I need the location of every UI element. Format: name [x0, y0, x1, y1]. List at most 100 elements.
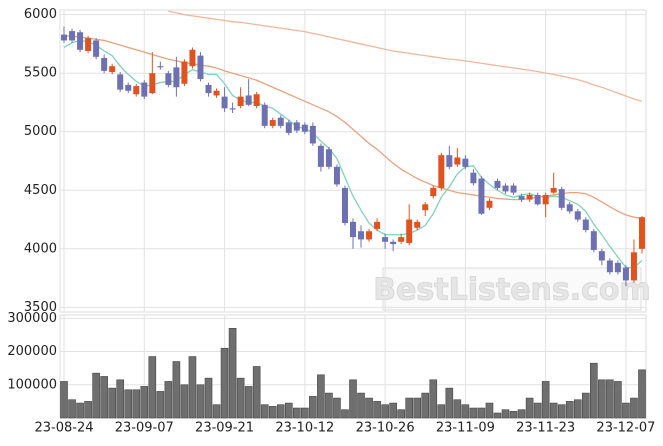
candle-body — [574, 211, 581, 220]
volume-bar — [517, 409, 526, 419]
candle-body — [125, 84, 132, 91]
volume-bar — [590, 362, 598, 419]
volume-bar — [204, 377, 213, 419]
volume-bar — [349, 379, 357, 419]
candle-body — [390, 241, 397, 245]
y-tick-label: 300000 — [7, 311, 57, 326]
candle-body — [510, 185, 517, 193]
volume-bar — [196, 384, 205, 419]
candle-body — [462, 158, 469, 167]
volume-bar — [397, 409, 405, 419]
volume-bar — [188, 356, 197, 419]
volume-bar — [156, 391, 165, 419]
volume-bar — [557, 404, 566, 419]
candle-body — [149, 73, 156, 94]
candle-body — [406, 219, 413, 243]
candle-body — [398, 237, 405, 242]
volume-bar — [541, 381, 550, 419]
candle-body — [245, 95, 252, 105]
candle-body — [350, 221, 356, 238]
candle-body — [598, 251, 605, 261]
candle-body — [157, 66, 164, 68]
candle-body — [606, 260, 613, 273]
candle-body — [261, 104, 268, 126]
candle-body — [333, 166, 340, 185]
candle-body — [77, 32, 84, 50]
candle-body — [117, 74, 124, 90]
candle-body — [253, 94, 260, 106]
volume-bar — [220, 347, 229, 419]
candle-body — [478, 178, 485, 214]
candle-body — [638, 217, 645, 249]
candle-body — [189, 49, 196, 67]
volume-bar — [301, 407, 309, 419]
price-panel — [59, 9, 647, 313]
candle-body — [301, 124, 308, 132]
candle-body — [582, 219, 589, 231]
volume-bar — [60, 381, 68, 419]
candle-body — [454, 157, 461, 165]
volume-bar — [92, 372, 100, 419]
y-tick-label: 4000 — [24, 241, 57, 256]
x-tick-label: 23-10-12 — [275, 421, 334, 436]
volume-bar — [638, 369, 646, 419]
volume-bar — [525, 397, 534, 419]
candle-body — [165, 73, 172, 85]
x-tick-label: 23-11-09 — [436, 421, 495, 436]
watermark-box — [382, 267, 642, 311]
candle-body — [205, 84, 212, 94]
candle-body — [446, 155, 453, 167]
y-tick-label: 5500 — [24, 66, 57, 81]
candle-body — [293, 122, 300, 131]
candle-body — [309, 125, 316, 144]
volume-bar — [509, 411, 518, 419]
volume-bar — [581, 392, 590, 419]
candle-body — [622, 267, 629, 281]
volume-bar — [260, 404, 269, 419]
candle-body — [614, 262, 621, 273]
x-tick-label: 23-09-07 — [115, 421, 174, 436]
volume-bar — [485, 402, 494, 419]
candle-body — [550, 187, 557, 193]
candle-body — [502, 185, 509, 192]
volume-bar — [252, 366, 261, 419]
volume-bar — [68, 399, 76, 419]
candle-body — [173, 67, 180, 88]
volume-bar — [365, 397, 373, 419]
x-tick-label: 23-12-07 — [596, 421, 655, 436]
volume-bar — [325, 392, 333, 419]
candle-body — [61, 34, 68, 41]
volume-bar — [244, 386, 253, 419]
candle-body — [317, 145, 324, 167]
watermark: BestListens.com — [373, 273, 651, 308]
volume-bar — [614, 381, 622, 419]
volume-bar — [493, 412, 502, 419]
candle-body — [542, 194, 549, 205]
volume-bar — [124, 389, 133, 419]
volume-bar — [469, 407, 478, 419]
candle-body — [277, 117, 284, 126]
candle-body — [414, 221, 421, 228]
volume-bar — [228, 327, 237, 419]
y-tick-label: 200000 — [7, 344, 57, 359]
volume-bar — [180, 384, 189, 419]
volume-bar — [309, 396, 317, 419]
x-tick-label: 23-08-24 — [35, 421, 94, 436]
candle-body — [109, 66, 116, 73]
volume-bar — [76, 402, 84, 419]
volume-bar — [598, 379, 606, 419]
volume-bar — [429, 379, 438, 419]
candle-body — [237, 96, 244, 106]
volume-bar — [333, 397, 341, 419]
volume-bar — [236, 377, 245, 419]
x-tick-label: 23-11-23 — [516, 421, 575, 436]
y-tick-label: 4500 — [24, 183, 57, 198]
candle-body — [366, 231, 373, 240]
candle-body — [93, 40, 100, 57]
candle-body — [69, 31, 76, 41]
volume-bar — [293, 407, 301, 419]
y-tick-label: 3500 — [24, 300, 57, 315]
y-tick-label: 6000 — [24, 7, 57, 22]
x-tick-label: 23-10-26 — [356, 421, 415, 436]
